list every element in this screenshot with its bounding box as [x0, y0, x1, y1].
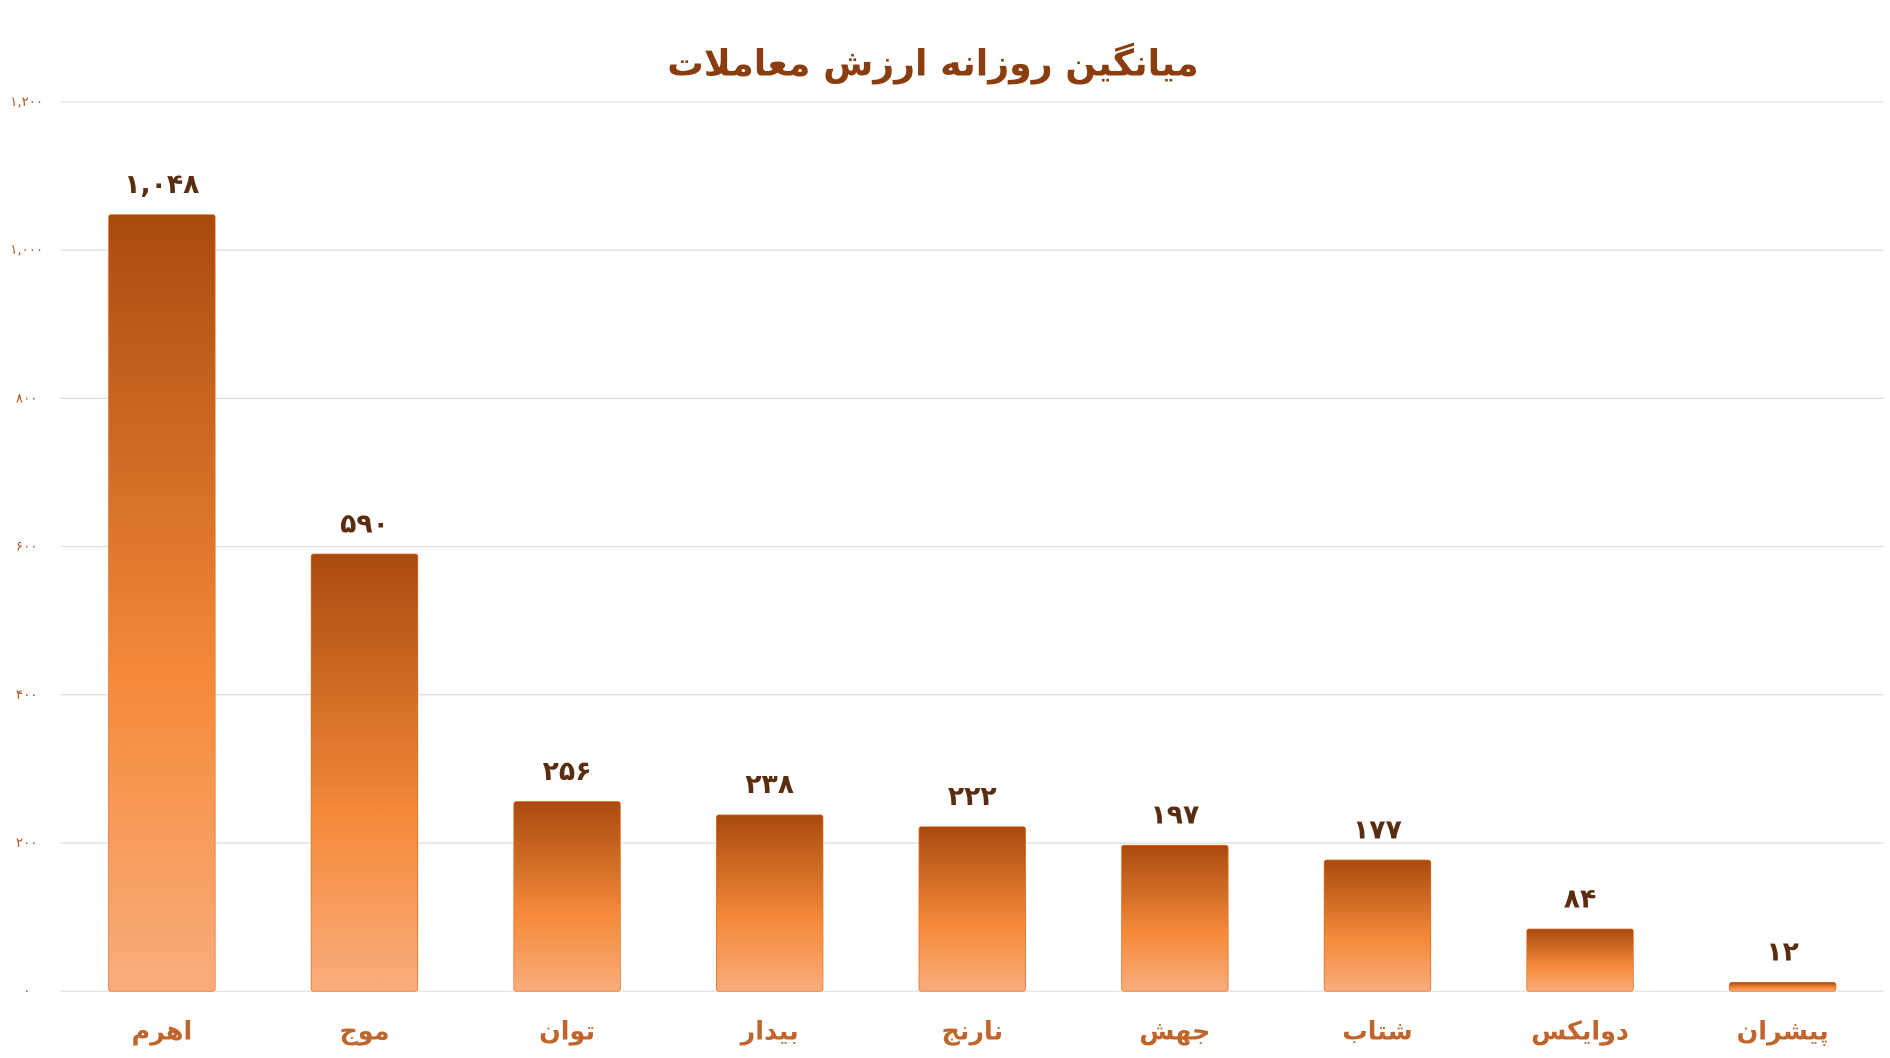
x-tick-label: اهرم [131, 1015, 192, 1046]
value-label: ۱,۰۴۸ [124, 169, 199, 200]
y-tick-label: ۰ [23, 984, 30, 999]
value-label: ۱۲ [1766, 937, 1799, 968]
x-tick-label: بیدار [739, 1015, 799, 1045]
y-tick-label: ۸۰۰ [16, 391, 37, 406]
bar [513, 801, 621, 992]
value-label: ۲۳۸ [745, 769, 794, 800]
chart-title: میانگین روزانه ارزش معاملات [667, 42, 1198, 85]
x-tick-label: شتاب [1342, 1015, 1413, 1045]
bar [1323, 859, 1432, 992]
bar [715, 814, 824, 992]
x-tick-label: جهش [1139, 1015, 1210, 1046]
bar [310, 553, 419, 992]
bar [1526, 928, 1634, 992]
x-tick-label: موج [339, 1015, 389, 1046]
y-tick-label: ۱,۲۰۰ [10, 95, 43, 110]
x-tick-label: نارنج [941, 1015, 1003, 1046]
value-label: ۵۹۰ [340, 508, 389, 539]
bar [918, 826, 1026, 992]
value-label: ۱۷۷ [1353, 814, 1402, 845]
value-label: ۱۹۷ [1150, 800, 1199, 831]
bar [1728, 981, 1837, 992]
x-tick-label: دوایکس [1531, 1015, 1629, 1046]
x-tick-label: پیشران [1737, 1015, 1829, 1046]
y-tick-label: ۱,۰۰۰ [10, 243, 43, 258]
y-tick-label: ۴۰۰ [16, 688, 37, 703]
bar [1121, 844, 1229, 992]
y-tick-label: ۲۰۰ [16, 836, 37, 851]
y-tick-label: ۶۰۰ [16, 540, 37, 555]
x-tick-label: توان [539, 1015, 595, 1046]
value-label: ۲۵۶ [543, 756, 592, 787]
bar [108, 214, 216, 992]
value-label: ۲۲۲ [948, 781, 997, 812]
value-label: ۸۴ [1564, 883, 1597, 914]
